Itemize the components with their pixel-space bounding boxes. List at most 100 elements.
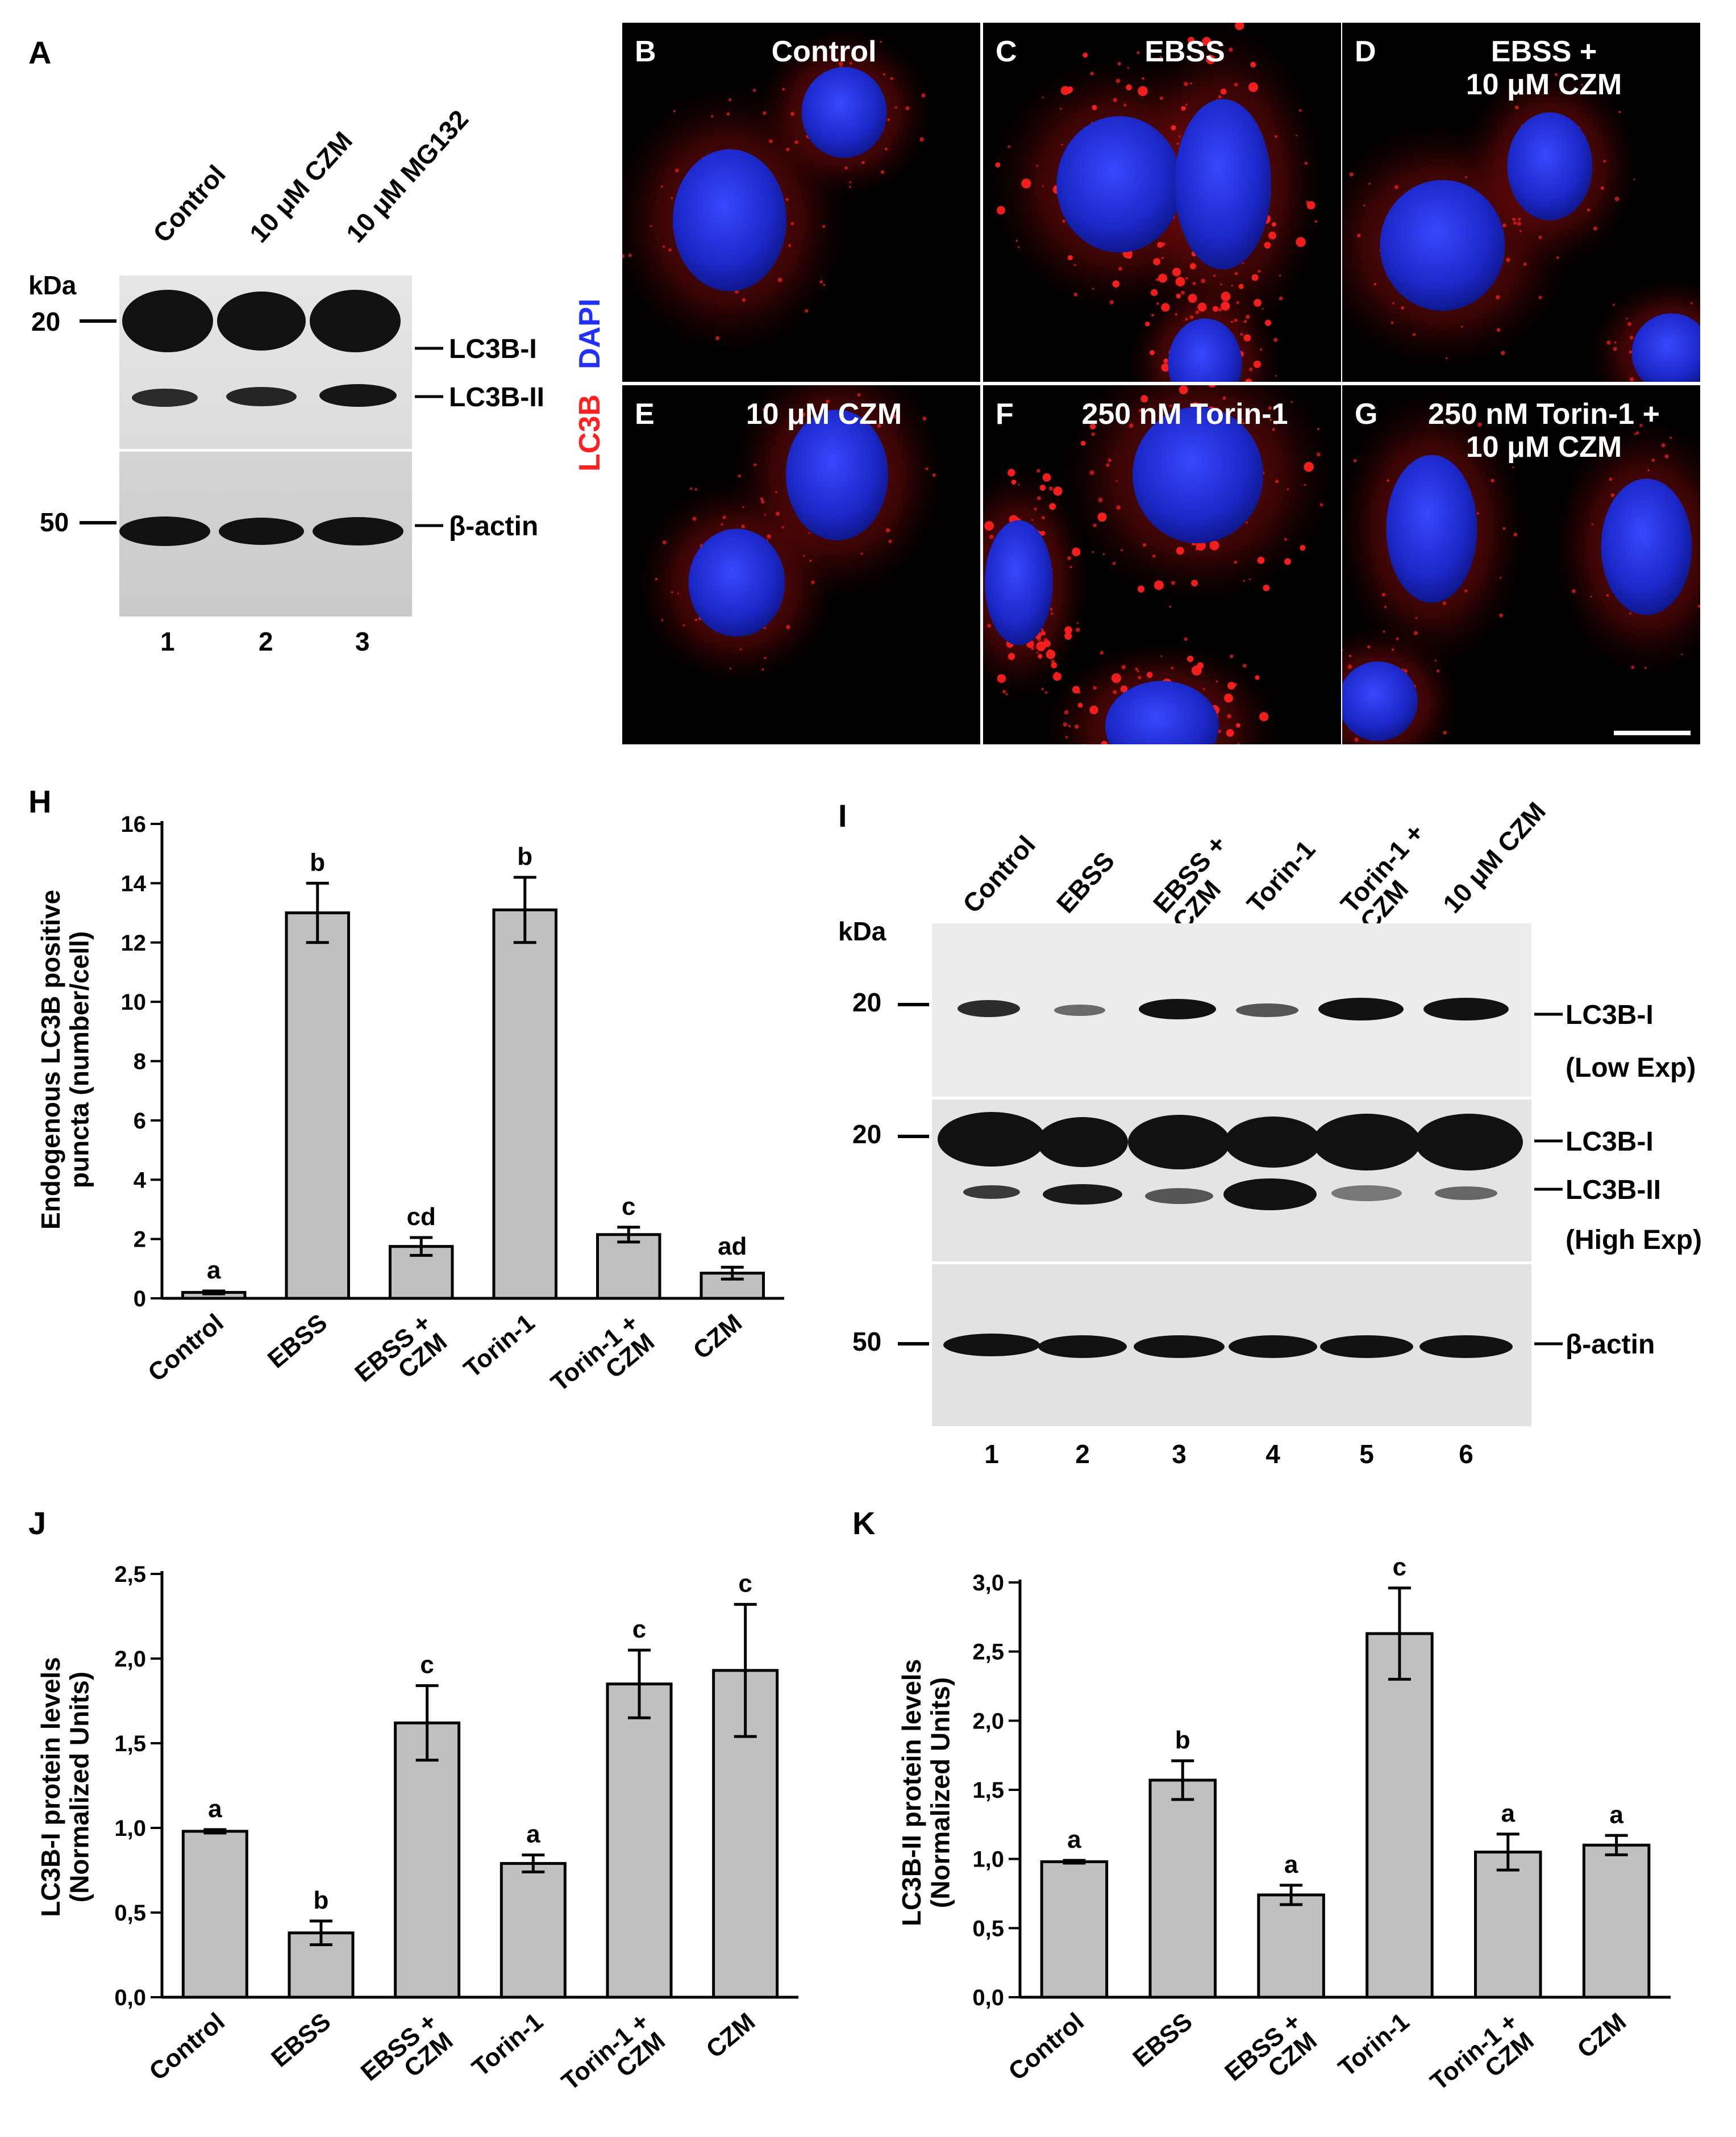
lc3b-punctum <box>1158 273 1168 283</box>
lc3b-punctum <box>1231 752 1237 757</box>
y-axis-label-line: (Normalized Units) <box>65 1672 94 1902</box>
lc3b-punctum <box>1272 428 1275 431</box>
significance-letter: b <box>1175 1726 1190 1754</box>
lc3b-punctum <box>1161 363 1170 372</box>
lc3b-punctum <box>1502 223 1506 228</box>
lc3b-punctum <box>1102 742 1107 744</box>
lc3b-punctum <box>1639 423 1643 427</box>
band <box>1128 1115 1230 1169</box>
band <box>957 1000 1020 1017</box>
lc3b-punctum <box>1698 605 1700 608</box>
lc3b-punctum <box>1064 632 1072 640</box>
lc3b-punctum <box>1151 314 1154 317</box>
bar <box>1148 1778 1217 1999</box>
lc3b-punctum <box>1274 135 1277 138</box>
lc3b-punctum <box>1031 519 1033 521</box>
significance-letter: b <box>310 848 325 876</box>
band <box>1054 1005 1105 1016</box>
lc3b-punctum <box>777 277 782 282</box>
lc3b-punctum <box>1073 264 1076 266</box>
y-tick-label: 1,0 <box>114 1816 146 1841</box>
lc3b-punctum <box>1396 637 1399 640</box>
lc3b-punctum <box>1234 560 1238 564</box>
micrograph-panel: D EBSS +10 μM CZM <box>1342 23 1730 382</box>
lc3b-punctum <box>1243 334 1251 341</box>
lc3b-punctum <box>1224 693 1233 703</box>
significance-letter: c <box>1393 1553 1406 1581</box>
lc3b-punctum <box>1631 665 1635 669</box>
band <box>1313 1114 1421 1170</box>
y-axis-label-line: LC3B-II protein levels <box>897 1659 926 1926</box>
lc3b-punctum <box>1213 274 1216 277</box>
significance-letter: cd <box>407 1203 436 1231</box>
lc3b-punctum <box>1017 246 1020 248</box>
lc3b-punctum <box>1476 512 1479 515</box>
lc3b-punctum <box>1102 553 1105 556</box>
lc3b-punctum <box>1109 765 1117 773</box>
lane-label-line: 10 μM CZM <box>1437 796 1551 918</box>
x-tick-label-line: EBSS <box>263 1309 332 1374</box>
lc3b-punctum <box>1304 161 1308 165</box>
lc3b-punctum <box>1174 798 1179 802</box>
stain-legend: LC3B DAPI <box>573 299 606 472</box>
lc3b-punctum <box>1591 523 1593 526</box>
lane-label-line: EBSS <box>1051 846 1120 919</box>
micrograph-letter: E <box>635 398 655 431</box>
error-bar <box>306 881 329 944</box>
lc3b-punctum <box>1240 418 1243 421</box>
y-axis-label: LC3B-II protein levels(Normalized Units) <box>897 1659 955 1926</box>
lc3b-punctum <box>661 619 664 622</box>
lc3b-punctum <box>1100 651 1104 655</box>
blot-a-bands <box>119 290 403 546</box>
lc3b-punctum <box>1464 589 1468 593</box>
lc3b-punctum <box>1117 61 1121 66</box>
lc3b-punctum <box>1571 589 1576 593</box>
lc3b-punctum <box>1153 258 1161 265</box>
lc3b-punctum <box>1603 160 1606 163</box>
lc3b-punctum <box>1727 378 1730 382</box>
x-tick-label-line: Torin-1 <box>1333 2007 1414 2082</box>
lc3b-punctum <box>984 521 994 531</box>
lc3b-punctum <box>1042 96 1044 99</box>
lc3b-punctum <box>1189 82 1192 85</box>
lc3b-punctum <box>1093 523 1097 527</box>
lane-number: 5 <box>1359 1439 1374 1469</box>
lc3b-punctum <box>1115 78 1121 84</box>
lc3b-punctum <box>1353 459 1357 463</box>
x-tick-label-line: CZM <box>701 2007 761 2064</box>
lc3b-punctum <box>1011 479 1017 485</box>
lc3b-punctum <box>1159 56 1163 59</box>
lc3b-punctum <box>764 657 767 660</box>
lc3b-punctum <box>1186 802 1196 812</box>
lc3b-punctum <box>995 162 1001 168</box>
lc3b-punctum <box>1720 338 1724 342</box>
lc3b-punctum <box>1127 765 1130 769</box>
lc3b-punctum <box>1661 443 1666 448</box>
lc3b-punctum <box>1021 178 1031 189</box>
lc3b-punctum <box>1306 201 1310 205</box>
lc3b-punctum <box>1629 377 1634 382</box>
bar <box>596 1233 661 1300</box>
band-label: LC3B-I <box>1566 1000 1654 1030</box>
lc3b-punctum <box>1068 724 1071 728</box>
band <box>1423 998 1509 1020</box>
lc3b-punctum <box>1212 306 1219 312</box>
lc3b-punctum <box>788 244 792 247</box>
lc3b-punctum <box>1231 285 1233 287</box>
lc3b-punctum <box>790 111 795 116</box>
micrograph-letter: F <box>996 398 1014 431</box>
lc3b-punctum <box>1230 320 1233 323</box>
significance-letter: c <box>632 1615 646 1643</box>
blot-i-bands <box>938 998 1523 1358</box>
lc3b-punctum <box>1248 82 1258 92</box>
lc3b-punctum <box>761 668 764 671</box>
lc3b-punctum <box>894 106 898 109</box>
y-tick-label: 6 <box>134 1109 146 1134</box>
significance-letter: a <box>1284 1851 1298 1878</box>
micrograph-title: 250 nM Torin-1 + <box>1428 398 1660 431</box>
significance-letter: a <box>207 1256 221 1284</box>
lc3b-punctum <box>1089 423 1096 430</box>
bar <box>1257 1893 1325 1999</box>
lc3b-punctum <box>1518 218 1521 221</box>
lc3b-punctum <box>1218 792 1224 798</box>
